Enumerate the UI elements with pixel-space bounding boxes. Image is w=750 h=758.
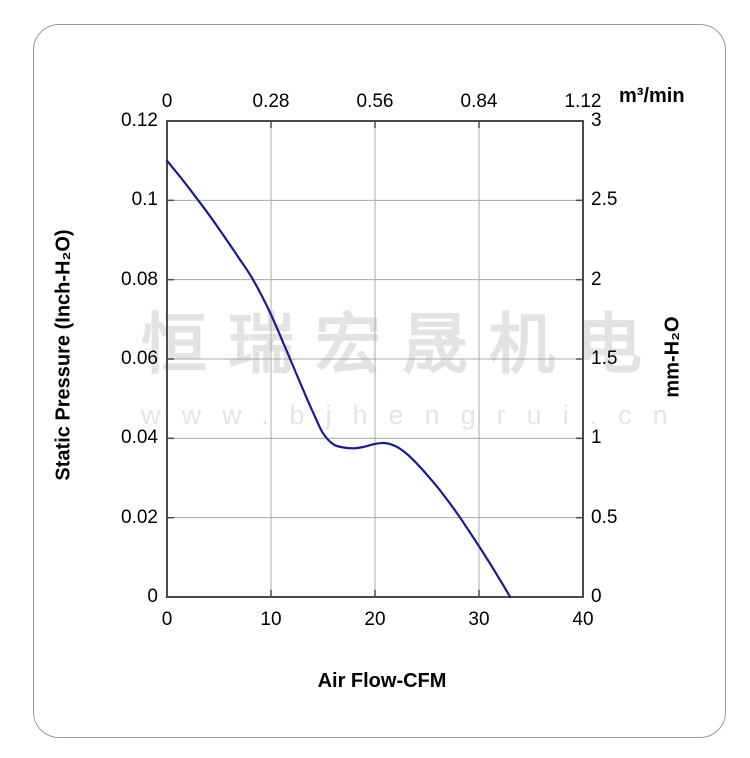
watermark-url-text: www.bjhengrui.cn — [141, 400, 689, 430]
x-axis-title: Air Flow-CFM — [317, 670, 447, 692]
card-border — [33, 24, 726, 738]
y-axis-title-left: Static Pressure (Inch-H₂O) — [52, 229, 75, 481]
y-axis-title-right: mm-H₂O — [661, 316, 684, 398]
top-axis-unit-label: m³/min — [619, 85, 685, 107]
plot-border — [166, 120, 584, 598]
pressure-flow-curve — [165, 159, 512, 599]
watermark-chinese-text: 恒瑞宏晟机电 — [141, 307, 663, 381]
